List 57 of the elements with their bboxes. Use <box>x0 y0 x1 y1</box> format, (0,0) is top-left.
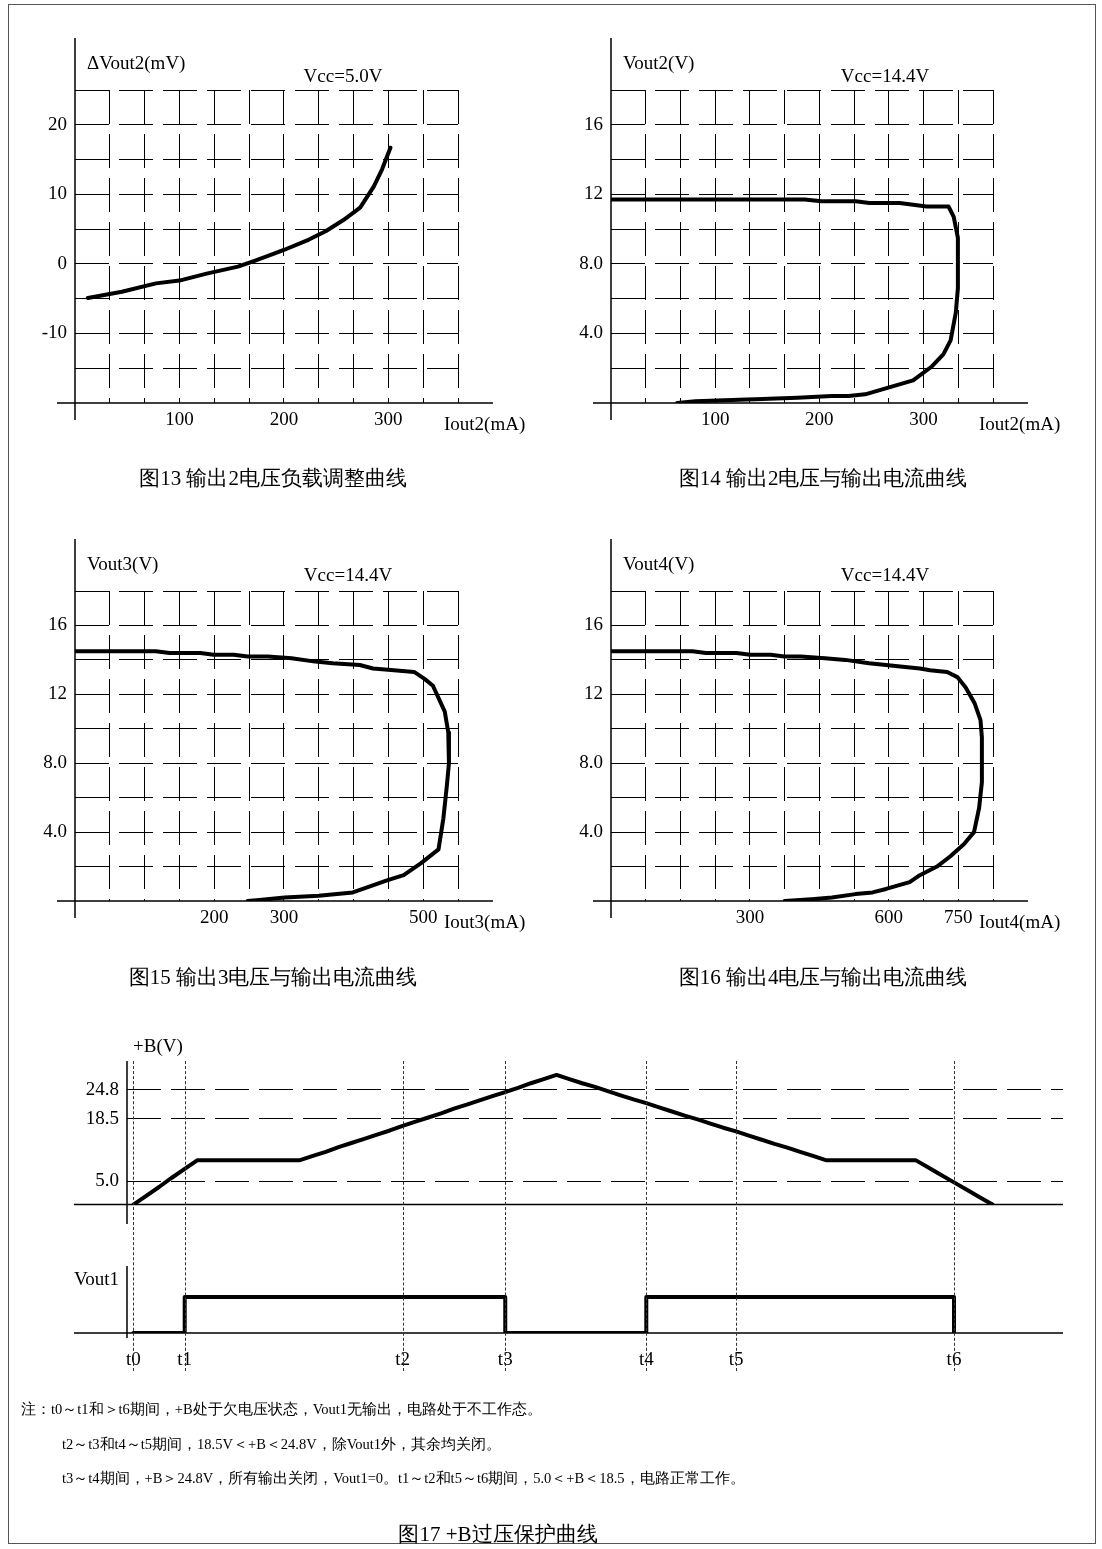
y-tick-label: 16 <box>584 112 603 134</box>
y-tick-label: 16 <box>584 613 603 635</box>
y-tick-label: -10 <box>41 321 67 343</box>
x-tick-label: 100 <box>165 408 194 430</box>
x-axis-title: Iout4(mA) <box>979 910 1061 933</box>
x-axis-title: Iout2(mA) <box>979 412 1061 435</box>
y-tick-label: 12 <box>48 682 67 704</box>
x-tick-label: 300 <box>735 906 765 928</box>
y-tick-label: 4.0 <box>43 820 67 842</box>
y-axis-title: Vout3(V) <box>87 552 159 575</box>
y-tick-label: 12 <box>584 682 603 704</box>
y-tick-label: 8.0 <box>579 751 603 773</box>
text: Vcc=14.4V <box>840 564 930 586</box>
y-tick-label: 20 <box>48 112 67 134</box>
y-tick-label: 4.0 <box>579 820 603 842</box>
x-tick-label: 300 <box>909 408 938 430</box>
x-tick-label: 300 <box>374 408 403 430</box>
x-tick-label: 300 <box>269 906 299 928</box>
text: 图13 输出2电压负载调整曲线 <box>139 465 407 492</box>
text: Vcc=5.0V <box>303 65 383 87</box>
y-tick-label: 5.0 <box>95 1169 119 1191</box>
y-tick-label: 10 <box>48 182 67 204</box>
text: Vcc=14.4V <box>840 65 930 87</box>
x-axis-title: Iout3(mA) <box>444 910 526 933</box>
text: t2～t3和t4～t5期间，18.5V＜+B＜24.8V，除Vout1外，其余均关闭。 <box>62 1434 502 1454</box>
y-axis-title: Vout4(V) <box>623 552 695 575</box>
y-tick-label: 8.0 <box>579 251 603 273</box>
y-tick-label: 18.5 <box>85 1106 119 1128</box>
x-tick-label: t5 <box>728 1348 744 1370</box>
text: t3～t4期间，+B＞24.8V，所有输出关闭，Vout1=0。t1～t2和t5～t6期间，5.0＜+B＜18.5，电路正常工作。 <box>62 1468 745 1488</box>
y-tick-label: 8.0 <box>43 751 67 773</box>
x-tick-label: 200 <box>200 906 229 928</box>
text: 图15 输出3电压与输出电流曲线 <box>128 964 418 991</box>
text: 图14 输出2电压与输出电流曲线 <box>678 465 968 492</box>
x-tick-label: 750 <box>944 906 973 928</box>
x-axis-title: Iout2(mA) <box>444 412 526 435</box>
y-tick-label: 16 <box>48 613 67 635</box>
text: 图17 +B过压保护曲线 <box>398 1521 598 1548</box>
x-tick-label: 200 <box>805 408 834 430</box>
y-tick-label: 24.8 <box>85 1077 119 1099</box>
y-tick-label: 0 <box>57 251 67 273</box>
x-tick-label: 100 <box>700 408 730 430</box>
x-tick-label: 600 <box>874 906 904 928</box>
x-tick-label: t2 <box>395 1348 411 1370</box>
x-tick-label: t4 <box>638 1348 655 1370</box>
text: 图16 输出4电压与输出电流曲线 <box>678 964 968 991</box>
y-tick-label: 4.0 <box>579 321 603 343</box>
x-tick-label: 200 <box>269 408 299 430</box>
y-axis-title: +B(V) <box>133 1034 183 1057</box>
x-tick-label: 500 <box>408 906 438 928</box>
text: Vcc=14.4V <box>303 564 393 586</box>
y-tick-label: 12 <box>584 182 603 204</box>
x-tick-label: t3 <box>497 1348 513 1370</box>
text: 注：t0～t1和＞t6期间，+B处于欠电压状态，Vout1无输出，电路处于不工作态。 <box>21 1399 543 1419</box>
y-axis-title: Vout1 <box>73 1267 119 1289</box>
y-axis-title: Vout2(V) <box>623 51 695 74</box>
y-axis-title: ΔVout2(mV) <box>87 51 186 74</box>
